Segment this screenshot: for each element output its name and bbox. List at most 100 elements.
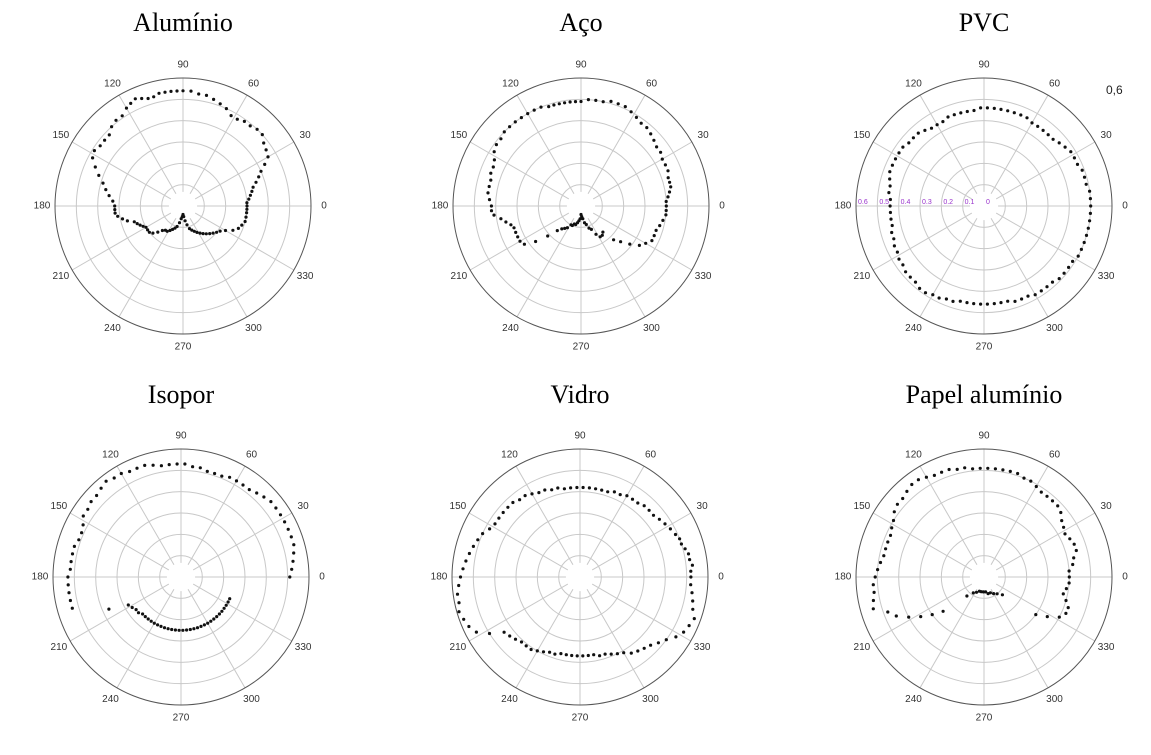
grid-spoke <box>919 217 978 318</box>
polar-rim <box>855 77 1113 335</box>
data-point <box>201 232 205 236</box>
data-point <box>218 102 222 106</box>
data-point <box>947 467 951 472</box>
data-point <box>985 302 989 306</box>
data-point <box>664 208 668 213</box>
data-point <box>570 653 574 658</box>
data-point <box>612 238 616 242</box>
angle-tick-label: 180 <box>835 201 852 212</box>
data-point <box>188 627 192 632</box>
data-point <box>888 170 892 174</box>
data-point <box>244 215 248 219</box>
angle-tick-label: 180 <box>32 572 49 583</box>
data-point <box>1059 510 1063 515</box>
angle-tick-label: 90 <box>978 60 990 71</box>
data-point <box>1057 277 1061 281</box>
data-point <box>689 575 693 579</box>
data-point <box>873 575 877 579</box>
data-point <box>205 469 209 473</box>
radial-max-label: 0,6 <box>1106 83 1123 97</box>
data-point <box>609 652 613 656</box>
data-point <box>890 526 894 530</box>
data-point <box>489 178 493 182</box>
data-point <box>243 219 247 224</box>
polar-chart-aluminio: 0 30 60 90 120 150 180 210 240 270 300 330 <box>34 60 328 353</box>
data-point <box>1039 490 1043 494</box>
data-point <box>112 476 116 480</box>
data-point <box>132 220 136 224</box>
data-point <box>979 302 983 306</box>
data-point <box>1045 615 1049 619</box>
data-point <box>562 487 566 491</box>
data-point <box>993 467 997 471</box>
angle-tick-label: 210 <box>451 271 468 282</box>
angle-tick-label: 300 <box>642 694 659 705</box>
data-point <box>197 92 201 96</box>
data-point <box>235 117 239 121</box>
data-point <box>679 542 683 546</box>
angle-tick-label: 240 <box>102 694 119 705</box>
data-point <box>1019 113 1023 117</box>
data-point <box>1036 124 1040 128</box>
data-point <box>913 280 918 284</box>
data-point <box>104 479 108 483</box>
data-point <box>212 97 216 101</box>
grid-spoke <box>919 94 978 195</box>
data-point <box>629 110 633 114</box>
data-point <box>113 208 117 212</box>
data-point <box>146 96 150 101</box>
data-point <box>189 89 193 93</box>
polar-rim <box>451 448 709 706</box>
data-point <box>467 624 471 629</box>
radial-tick-label: 0.6 <box>858 199 868 206</box>
data-point <box>487 198 492 202</box>
data-point <box>1050 280 1055 284</box>
data-point <box>1050 499 1055 503</box>
data-point <box>652 234 656 238</box>
data-point <box>919 615 923 619</box>
data-point <box>222 606 226 610</box>
data-point <box>683 547 687 551</box>
data-point <box>910 482 914 487</box>
grid-spoke <box>872 583 973 642</box>
data-point <box>687 624 691 628</box>
data-point <box>247 197 251 201</box>
data-point <box>575 654 579 658</box>
data-point <box>556 486 560 490</box>
angle-tick-label: 210 <box>854 642 871 653</box>
data-point <box>692 617 696 621</box>
data-point <box>592 653 596 657</box>
data-point <box>1072 542 1076 546</box>
data-point <box>661 218 665 222</box>
data-point <box>167 463 171 467</box>
grid-spoke <box>586 465 645 566</box>
data-point <box>1041 128 1045 132</box>
grid-spoke <box>194 212 295 271</box>
data-point <box>1064 598 1068 603</box>
data-point <box>539 105 543 109</box>
grid-spoke <box>118 217 177 318</box>
data-point <box>609 99 613 103</box>
data-point <box>183 219 187 223</box>
data-point <box>529 647 533 652</box>
data-point <box>156 230 160 234</box>
data-point <box>125 219 129 223</box>
data-point <box>888 197 892 202</box>
data-point <box>516 235 520 239</box>
data-point <box>941 120 945 124</box>
data-point <box>1068 537 1072 541</box>
data-point <box>489 204 493 208</box>
data-point <box>1060 519 1064 523</box>
data-point <box>146 617 150 621</box>
data-point <box>1067 581 1071 585</box>
data-point <box>553 652 557 656</box>
radial-tick-label: 0.5 <box>879 199 889 206</box>
polar-rim <box>855 448 1113 706</box>
data-point <box>908 275 912 279</box>
data-point <box>581 654 585 658</box>
data-point <box>157 91 161 95</box>
data-point <box>1082 240 1086 245</box>
data-point <box>217 612 221 616</box>
angle-tick-label: 90 <box>978 431 990 442</box>
